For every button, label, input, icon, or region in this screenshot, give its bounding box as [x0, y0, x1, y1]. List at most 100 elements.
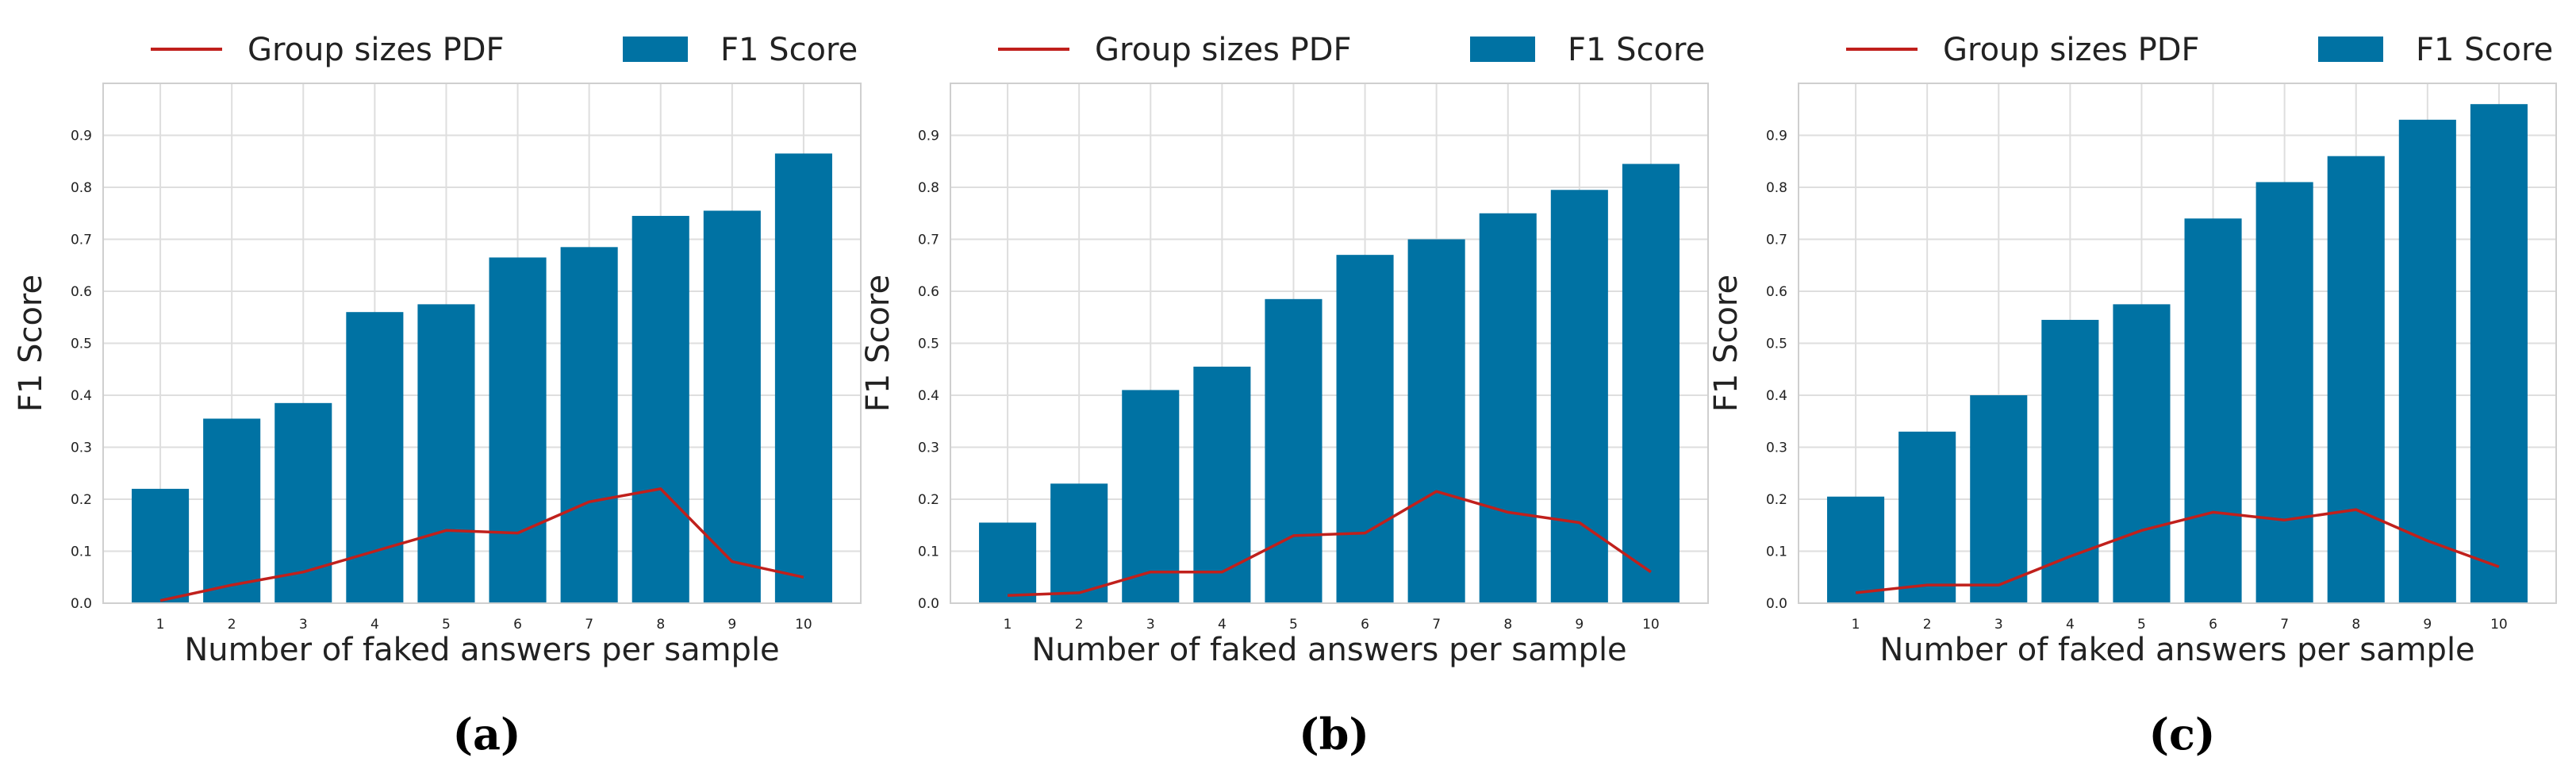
- bar: [2041, 320, 2099, 603]
- bar: [1193, 366, 1251, 603]
- y-tick-label: 0.0: [71, 596, 92, 612]
- y-tick-label: 0.5: [1766, 337, 1787, 352]
- legend: Group sizes PDF F1 Score: [1846, 32, 2553, 68]
- legend-bar-label: F1 Score: [1568, 32, 1705, 68]
- bar: [2184, 218, 2242, 603]
- x-tick-label: 3: [299, 617, 308, 633]
- bar: [632, 216, 689, 603]
- pdf-line: [1008, 490, 1652, 597]
- x-axis-label: Number of faked answers per sample: [184, 632, 779, 668]
- y-tick-label: 0.1: [918, 544, 939, 560]
- x-tick-label: 2: [1075, 617, 1084, 633]
- bar: [2470, 104, 2528, 603]
- x-tick-label: 4: [370, 617, 379, 633]
- chart-panel-3: 0.0 0.1 0.2 0.3 0.4 0.5 0.6 0.7 0.8 0.9 1 2 3 4 5 6 7 8 9 1…: [1708, 32, 2557, 760]
- y-tick-label: 0.2: [1766, 492, 1787, 508]
- x-tick-label: 1: [156, 617, 165, 633]
- legend-bar-swatch: [1470, 37, 1535, 62]
- bar: [703, 210, 761, 603]
- y-axis-label: F1 Score: [1708, 275, 1745, 412]
- y-tick-label: 0.1: [1766, 544, 1787, 560]
- y-tick-label: 0.6: [918, 284, 939, 300]
- x-tick-label: 5: [1289, 617, 1298, 633]
- x-tick-label: 2: [1923, 617, 1932, 633]
- y-tick-label: 0.0: [1766, 596, 1787, 612]
- bar: [560, 247, 618, 603]
- bar: [1550, 190, 1608, 603]
- bar: [203, 418, 261, 603]
- x-tick-label: 8: [2351, 617, 2360, 633]
- x-tick-label: 3: [1994, 617, 2003, 633]
- bar: [346, 312, 404, 603]
- legend-line-label: Group sizes PDF: [248, 32, 505, 68]
- plot-frame: [102, 83, 862, 604]
- legend-bar-label: F1 Score: [2416, 32, 2553, 68]
- panel-caption: (b): [1299, 709, 1369, 760]
- y-tick-label: 0.4: [71, 388, 92, 404]
- y-tick-label: 0.2: [71, 492, 92, 508]
- bar: [417, 304, 475, 603]
- legend-bar-label: F1 Score: [720, 32, 858, 68]
- x-axis-label: Number of faked answers per sample: [1879, 632, 2474, 668]
- y-tick-label: 0.2: [918, 492, 939, 508]
- legend: Group sizes PDF F1 Score: [998, 32, 1705, 68]
- x-tick-label: 6: [1361, 617, 1369, 633]
- x-tick-label: 5: [442, 617, 451, 633]
- bar: [1122, 390, 1180, 603]
- y-tick-label: 0.5: [71, 337, 92, 352]
- panel-caption: (c): [2149, 709, 2216, 760]
- x-tick-label: 2: [228, 617, 236, 633]
- y-tick-label: 0.3: [1766, 440, 1787, 456]
- y-axis-label: F1 Score: [860, 275, 896, 412]
- x-tick-label: 6: [2209, 617, 2217, 633]
- y-tick-label: 0.8: [1766, 180, 1787, 196]
- y-tick-label: 0.7: [918, 233, 939, 248]
- bar: [489, 257, 547, 603]
- legend-bar-swatch: [623, 37, 688, 62]
- x-tick-label: 6: [513, 617, 522, 633]
- x-tick-label: 9: [1575, 617, 1584, 633]
- bar: [1336, 255, 1394, 603]
- x-tick-label: 10: [2490, 617, 2508, 633]
- y-tick-label: 0.9: [1766, 129, 1787, 144]
- bar: [2255, 182, 2313, 603]
- legend: Group sizes PDF F1 Score: [151, 32, 858, 68]
- y-tick-label: 0.8: [918, 180, 939, 196]
- legend-line-label: Group sizes PDF: [1095, 32, 1352, 68]
- bar: [274, 402, 332, 603]
- chart-panel-2: 0.0 0.1 0.2 0.3 0.4 0.5 0.6 0.7 0.8 0.9 1 2 3 4 5 6 7 8 9 1…: [860, 32, 1709, 760]
- y-tick-label: 0.8: [71, 180, 92, 196]
- bar: [1827, 496, 1885, 603]
- y-tick-label: 0.6: [1766, 284, 1787, 300]
- bar: [1479, 213, 1537, 603]
- legend-line-label: Group sizes PDF: [1943, 32, 2200, 68]
- x-tick-label: 7: [585, 617, 593, 633]
- panel-caption: (a): [452, 709, 520, 760]
- x-tick-label: 4: [1218, 617, 1227, 633]
- y-tick-label: 0.9: [71, 129, 92, 144]
- bar: [2398, 119, 2456, 604]
- y-tick-label: 0.3: [71, 440, 92, 456]
- x-tick-label: 10: [1642, 617, 1660, 633]
- x-tick-label: 9: [2423, 617, 2432, 633]
- y-tick-label: 0.4: [1766, 388, 1787, 404]
- bar: [1050, 483, 1108, 603]
- bar: [1970, 395, 2028, 603]
- x-tick-label: 8: [1503, 617, 1512, 633]
- x-tick-label: 4: [2066, 617, 2075, 633]
- bar: [774, 153, 832, 604]
- y-tick-label: 0.7: [71, 233, 92, 248]
- x-tick-label: 5: [2137, 617, 2146, 633]
- pdf-line: [1855, 508, 2500, 594]
- y-tick-label: 0.0: [918, 596, 939, 612]
- y-tick-label: 0.5: [918, 337, 939, 352]
- x-axis-label: Number of faked answers per sample: [1031, 632, 1626, 668]
- bar: [1622, 163, 1680, 603]
- x-tick-label: 3: [1146, 617, 1155, 633]
- x-tick-label: 1: [1004, 617, 1012, 633]
- bar: [979, 522, 1037, 603]
- plot-frame: [1798, 83, 2557, 604]
- bar: [2327, 156, 2385, 603]
- x-tick-label: 7: [2280, 617, 2289, 633]
